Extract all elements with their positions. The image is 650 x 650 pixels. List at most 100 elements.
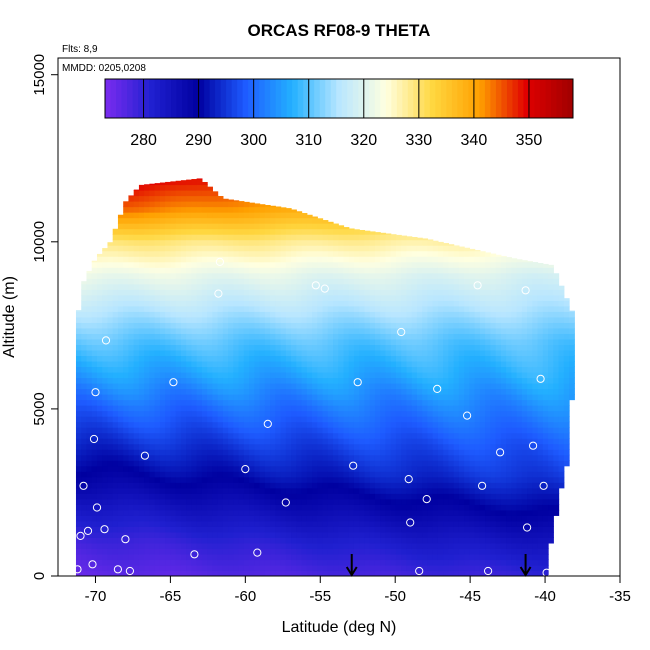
heatmap-cell bbox=[359, 250, 366, 257]
heatmap-cell bbox=[369, 311, 376, 318]
heatmap-cell bbox=[96, 460, 103, 467]
heatmap-cell bbox=[380, 344, 387, 351]
heatmap-cell bbox=[443, 355, 450, 362]
heatmap-cell bbox=[458, 493, 465, 500]
heatmap-cell bbox=[222, 267, 229, 274]
heatmap-cell bbox=[175, 300, 182, 307]
heatmap-cell bbox=[170, 181, 177, 186]
heatmap-cell bbox=[432, 542, 439, 550]
heatmap-cell bbox=[128, 520, 135, 527]
heatmap-cell bbox=[96, 327, 103, 334]
heatmap-cell bbox=[291, 559, 297, 566]
heatmap-cell bbox=[327, 388, 334, 395]
heatmap-cell bbox=[217, 206, 224, 213]
heatmap-cell bbox=[191, 371, 198, 379]
heatmap-cell bbox=[264, 471, 271, 478]
heatmap-cell bbox=[138, 195, 145, 202]
heatmap-cell bbox=[322, 427, 329, 434]
heatmap-cell bbox=[243, 487, 250, 494]
heatmap-cell bbox=[374, 316, 381, 323]
heatmap-cell bbox=[264, 553, 271, 561]
heatmap-cell bbox=[448, 360, 455, 368]
heatmap-cell bbox=[75, 327, 82, 334]
heatmap-cell bbox=[112, 526, 119, 533]
heatmap-cell bbox=[154, 305, 161, 312]
heatmap-cell bbox=[275, 360, 282, 368]
heatmap-cell bbox=[138, 212, 145, 219]
heatmap-cell bbox=[238, 526, 245, 533]
heatmap-cell bbox=[443, 460, 450, 467]
heatmap-cell bbox=[338, 394, 345, 401]
heatmap-cell bbox=[249, 465, 255, 472]
heatmap-cell bbox=[453, 349, 460, 357]
heatmap-cell bbox=[374, 537, 381, 544]
heatmap-cell bbox=[228, 493, 234, 500]
heatmap-cell bbox=[91, 371, 98, 379]
heatmap-cell bbox=[165, 316, 171, 323]
heatmap-cell bbox=[154, 267, 161, 274]
heatmap-cell bbox=[301, 570, 308, 576]
heatmap-cell bbox=[275, 570, 282, 576]
heatmap-cell bbox=[432, 377, 439, 384]
heatmap-cell bbox=[91, 294, 98, 301]
heatmap-cell bbox=[327, 245, 334, 252]
heatmap-cell bbox=[343, 553, 350, 561]
heatmap-cell bbox=[112, 278, 119, 285]
heatmap-cell bbox=[443, 487, 450, 494]
heatmap-cell bbox=[264, 344, 271, 351]
heatmap-cell bbox=[117, 245, 124, 252]
heatmap-cell bbox=[165, 283, 171, 290]
heatmap-cell bbox=[102, 542, 109, 550]
heatmap-cell bbox=[364, 256, 371, 263]
heatmap-cell bbox=[165, 460, 171, 467]
heatmap-cell bbox=[270, 355, 276, 362]
heatmap-cell bbox=[343, 322, 350, 329]
heatmap-cell bbox=[453, 416, 460, 423]
heatmap-cell bbox=[385, 272, 392, 279]
heatmap-cell bbox=[348, 234, 355, 241]
heatmap-cell bbox=[343, 371, 350, 379]
heatmap-cell bbox=[458, 559, 465, 566]
heatmap-cell bbox=[86, 383, 93, 390]
heatmap-cell bbox=[385, 383, 392, 390]
heatmap-cell bbox=[264, 300, 271, 307]
heatmap-cell bbox=[117, 214, 124, 219]
heatmap-cell bbox=[301, 256, 308, 263]
heatmap-cell bbox=[374, 300, 381, 307]
heatmap-cell bbox=[437, 371, 444, 379]
heatmap-cell bbox=[464, 509, 470, 516]
heatmap-cell bbox=[291, 278, 297, 285]
heatmap-cell bbox=[406, 504, 413, 511]
heatmap-cell bbox=[180, 460, 187, 467]
heatmap-cell bbox=[427, 559, 434, 566]
heatmap-cell bbox=[416, 509, 423, 516]
heatmap-cell bbox=[291, 537, 297, 544]
heatmap-cell bbox=[217, 432, 224, 439]
heatmap-cell bbox=[107, 388, 114, 395]
heatmap-cell bbox=[359, 355, 366, 362]
heatmap-cell bbox=[165, 405, 171, 412]
heatmap-cell bbox=[86, 349, 93, 357]
heatmap-cell bbox=[175, 355, 182, 362]
heatmap-cell bbox=[186, 531, 192, 538]
heatmap-cell bbox=[312, 449, 318, 456]
heatmap-cell bbox=[348, 316, 355, 323]
heatmap-cell bbox=[374, 360, 381, 368]
heatmap-cell bbox=[222, 344, 229, 351]
heatmap-cell bbox=[395, 349, 402, 357]
heatmap-cell bbox=[385, 559, 392, 566]
heatmap-cell bbox=[353, 229, 360, 235]
heatmap-cell bbox=[175, 509, 182, 516]
heatmap-cell bbox=[291, 349, 297, 357]
heatmap-cell bbox=[207, 465, 213, 472]
heatmap-cell bbox=[312, 460, 318, 467]
heatmap-cell bbox=[390, 471, 397, 478]
heatmap-cell bbox=[180, 471, 187, 478]
heatmap-cell bbox=[233, 465, 240, 472]
heatmap-cell bbox=[154, 212, 161, 219]
heatmap-cell bbox=[333, 305, 339, 312]
heatmap-cell bbox=[291, 476, 297, 483]
heatmap-cell bbox=[96, 438, 103, 445]
heatmap-cell bbox=[264, 267, 271, 274]
heatmap-cell bbox=[306, 311, 313, 318]
